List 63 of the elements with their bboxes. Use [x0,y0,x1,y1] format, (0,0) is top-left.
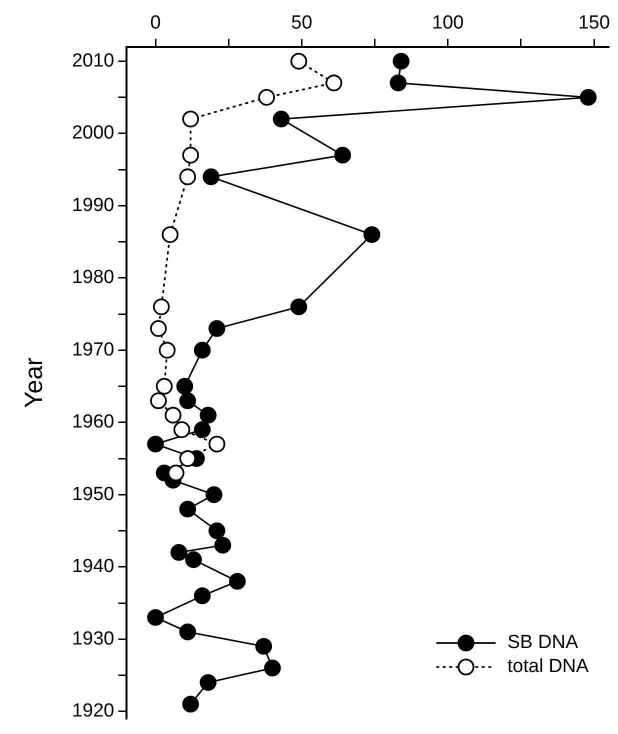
point [170,544,188,561]
y-tick-label: 1920 [72,700,114,722]
point [200,406,217,424]
point [194,342,211,359]
point [179,624,196,640]
point [200,674,217,691]
y-tick-label: 1950 [72,484,114,505]
point [179,500,196,518]
point [173,421,190,438]
y-axis-title: Year [20,357,48,408]
point [208,320,226,337]
point [179,450,196,467]
point [334,146,352,164]
point [290,298,308,316]
x-tick-label: 0 [150,12,161,34]
point [290,52,308,70]
legend-label: SB DNA [507,632,578,654]
point [325,74,342,92]
point [182,696,199,713]
point [392,52,410,70]
point [258,88,276,106]
point [580,88,597,106]
point [168,464,184,482]
legend-label: total DNA [507,656,589,678]
point [152,298,170,316]
y-tick-label: 1960 [72,412,114,433]
point [150,320,167,337]
point [164,406,182,424]
y-tick-label: 2000 [72,122,114,144]
y-tick-label: 1940 [72,556,114,578]
point [156,378,173,395]
point [147,436,164,452]
point [206,486,222,504]
point [202,168,220,186]
point [150,392,167,410]
point [208,522,226,540]
y-tick-label: 1970 [72,339,114,360]
point [272,110,290,128]
point [214,536,232,554]
x-tick-label: 100 [432,12,464,34]
y-tick-label: 2010 [72,50,114,72]
point [185,551,202,568]
y-tick-label: 1990 [72,194,114,216]
x-tick-label: 150 [578,12,610,34]
point [264,660,281,676]
y-tick-label: 1930 [72,628,114,650]
point [208,436,226,452]
point [182,110,199,128]
point [176,378,194,395]
x-tick-label: 50 [291,12,312,34]
point [228,572,246,590]
point [255,638,272,655]
point [390,74,407,92]
point [158,342,176,359]
point [182,146,199,164]
point [194,587,211,604]
point [147,609,164,626]
y-tick-label: 1980 [72,267,114,288]
point [179,392,196,410]
point [194,421,211,438]
point [179,168,196,186]
point [162,226,179,244]
point [363,226,380,244]
